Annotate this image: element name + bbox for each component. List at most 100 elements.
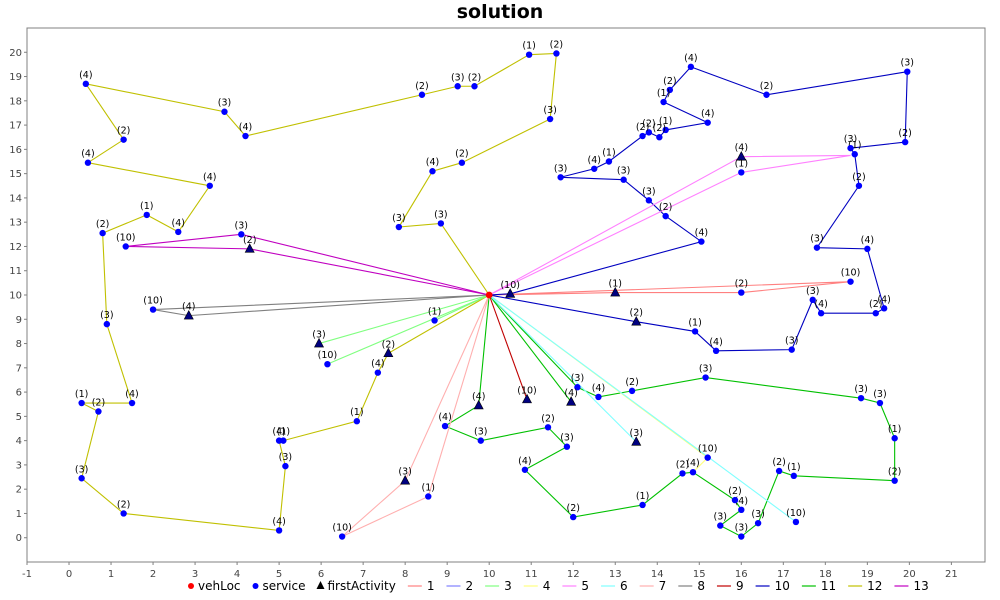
service-point [557, 174, 564, 181]
legend-marker-service [252, 583, 259, 589]
point-label: (1) [609, 279, 622, 290]
y-tick-label: 1 [16, 509, 22, 520]
route-line-12a [81, 52, 558, 532]
point-label: (2) [636, 122, 649, 133]
x-tick-label: 9 [444, 569, 450, 580]
point-label: (3) [75, 464, 88, 475]
service-point [847, 144, 854, 152]
y-tick-label: 7 [16, 363, 22, 374]
point-label: (4) [709, 337, 722, 348]
point-label: (1) [659, 116, 672, 127]
service-point [691, 328, 699, 335]
service-point [563, 443, 571, 450]
first-activity-marker [631, 316, 642, 326]
point-label: (4) [81, 149, 94, 160]
point-label: (1) [428, 306, 441, 317]
legend-label: 5 [581, 579, 589, 593]
service-point [698, 238, 705, 245]
point-label: (3) [714, 512, 727, 523]
service-point [788, 346, 795, 353]
service-point [639, 132, 646, 140]
point-label: (2) [653, 123, 666, 134]
y-tick-label: 8 [16, 339, 22, 350]
point-label: (2) [243, 235, 256, 246]
point-label: (10) [517, 385, 537, 396]
service-point [904, 68, 911, 75]
legend-label: 11 [821, 579, 836, 593]
point-label: (3) [642, 186, 655, 197]
point-label: (4) [79, 70, 92, 81]
point-label: (2) [630, 308, 643, 319]
service-point [78, 475, 85, 482]
point-label: (3) [785, 336, 798, 347]
point-label: (4) [203, 172, 216, 183]
point-label: (4) [438, 412, 451, 423]
legend-label: 13 [913, 579, 928, 593]
service-point [95, 408, 102, 415]
point-label: (4) [426, 157, 439, 168]
point-label: (3) [100, 310, 113, 321]
point-label: (3) [617, 166, 630, 177]
service-point [84, 159, 92, 166]
point-label: (2) [659, 202, 672, 213]
point-label: (3) [392, 213, 405, 224]
x-tick-label: 6 [318, 569, 324, 580]
x-tick-label: 11 [525, 569, 538, 580]
x-tick-label: 10 [483, 569, 496, 580]
service-point [103, 320, 111, 328]
point-label: (1) [636, 491, 649, 502]
service-point [546, 115, 554, 123]
point-label: (2) [869, 299, 882, 310]
legend-label: 6 [620, 579, 628, 593]
service-point [792, 518, 800, 526]
route-line-6b [488, 294, 637, 443]
service-point [120, 136, 127, 143]
service-point [275, 437, 283, 444]
point-label: (10) [143, 296, 163, 307]
point-label: (2) [468, 72, 481, 83]
y-tick-label: 15 [9, 169, 22, 180]
service-point [891, 477, 898, 484]
route-line-3b [327, 294, 490, 365]
service-point [544, 424, 552, 431]
service-point [901, 138, 909, 146]
point-label: (1) [522, 41, 535, 52]
service-point [605, 158, 613, 165]
service-point [763, 91, 770, 98]
point-label: (3) [279, 452, 292, 463]
service-point [712, 347, 720, 355]
y-tick-label: 11 [9, 266, 22, 277]
x-tick-label: 5 [276, 569, 282, 580]
y-tick-label: 9 [16, 315, 22, 326]
service-point [431, 317, 438, 324]
point-label: (3) [844, 134, 857, 145]
service-point [738, 533, 745, 540]
service-point [553, 50, 560, 57]
point-label: (4) [735, 496, 748, 507]
service-point [521, 466, 529, 473]
service-point [679, 470, 686, 477]
x-tick-label: 12 [567, 569, 580, 580]
service-point [477, 437, 484, 444]
legend-label: 10 [775, 579, 790, 593]
point-label: (3) [451, 72, 464, 83]
legend-label: 7 [659, 579, 667, 593]
vehicle-location-point [485, 291, 493, 299]
point-label: (3) [630, 428, 643, 439]
legend-label: firstActivity [328, 579, 396, 593]
point-label: (3) [806, 286, 819, 297]
first-activity-marker [183, 309, 194, 320]
point-label: (4) [239, 122, 252, 133]
point-label: (2) [117, 499, 130, 510]
point-label: (3) [873, 389, 886, 400]
point-label: (10) [116, 232, 136, 243]
legend-label: 4 [543, 579, 551, 593]
point-label: (3) [901, 58, 914, 69]
service-point [574, 384, 581, 391]
point-label: (10) [332, 523, 352, 534]
point-label: (1) [888, 424, 901, 435]
service-point [338, 533, 346, 540]
service-point [891, 435, 898, 442]
x-tick-label: 20 [903, 569, 916, 580]
point-label: (2) [735, 279, 748, 290]
